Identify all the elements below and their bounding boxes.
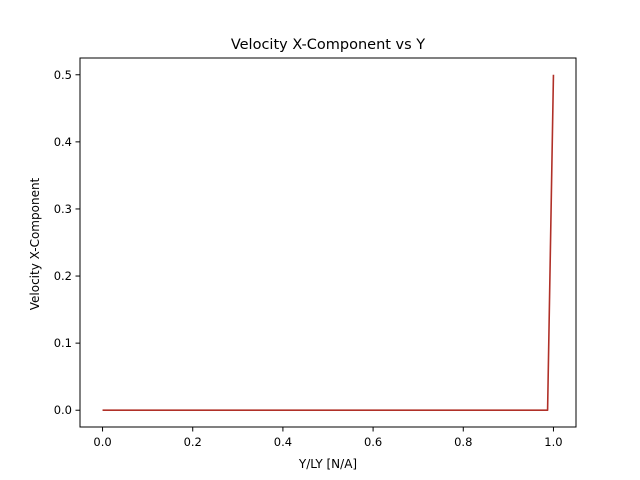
x-tick-label: 0.2 bbox=[184, 435, 202, 449]
y-tick-label: 0.4 bbox=[54, 135, 72, 149]
series-layer bbox=[102, 74, 555, 412]
x-tick-label: 0.0 bbox=[93, 435, 111, 449]
y-tick-label: 0.3 bbox=[54, 202, 72, 216]
x-tick-label: 0.4 bbox=[274, 435, 292, 449]
x-tick-label: 1.0 bbox=[544, 435, 562, 449]
chart-title: Velocity X-Component vs Y bbox=[231, 37, 425, 53]
plot-area bbox=[79, 57, 577, 428]
x-axis-ticks: 0.0 0.2 0.4 0.6 0.8 1.0 bbox=[93, 427, 563, 449]
series-line-0 bbox=[102, 74, 555, 412]
y-tick-label: 0.5 bbox=[54, 68, 72, 82]
x-axis-label: Y/LY [N/A] bbox=[298, 457, 357, 471]
y-axis-ticks: 0.0 0.1 0.2 0.3 0.4 0.5 bbox=[54, 68, 80, 417]
y-tick-label: 0.0 bbox=[54, 403, 72, 417]
y-tick-label: 0.1 bbox=[54, 336, 72, 350]
y-axis-label: Velocity X-Component bbox=[28, 177, 42, 310]
y-tick-label: 0.2 bbox=[54, 269, 72, 283]
x-tick-label: 0.8 bbox=[454, 435, 472, 449]
axes-frame bbox=[79, 57, 577, 428]
x-tick-label: 0.6 bbox=[364, 435, 382, 449]
